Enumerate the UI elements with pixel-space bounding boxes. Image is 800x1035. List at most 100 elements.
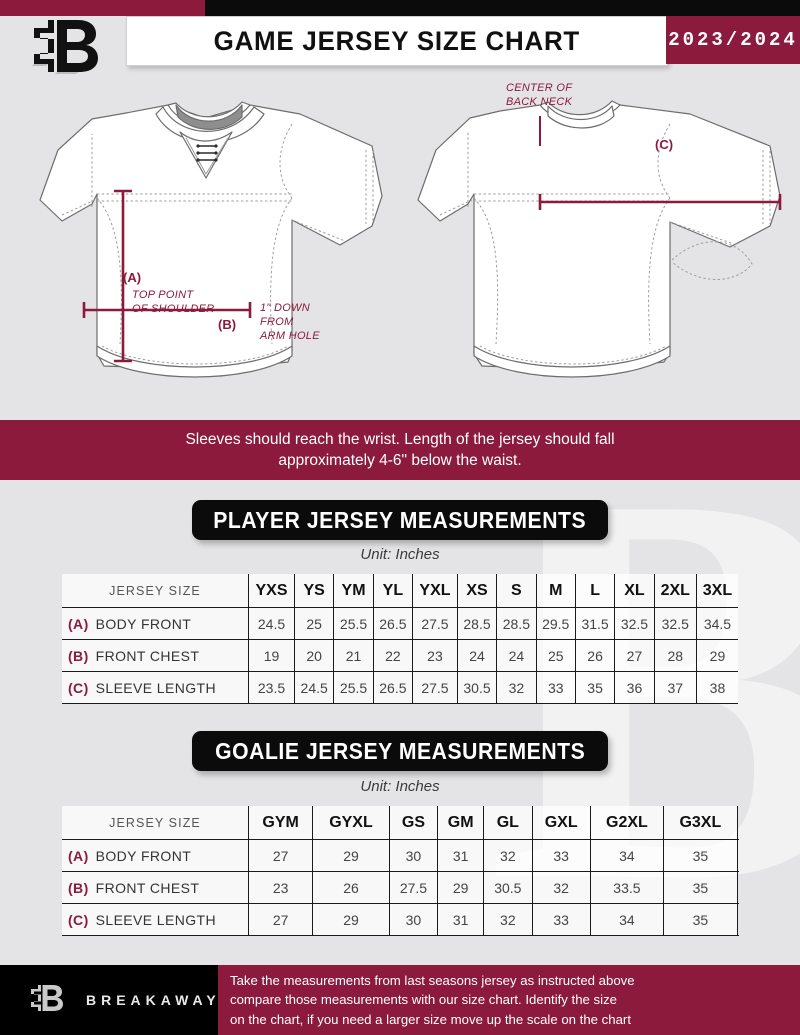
player-cell: 38 — [695, 671, 738, 704]
row-label-text: BODY FRONT — [95, 847, 192, 864]
player-cell: 32 — [496, 671, 537, 704]
player-size-header: 3XL — [695, 574, 738, 608]
table-row: (B) FRONT CHEST 19 20 21 22 23 24 24 25 2… — [62, 639, 738, 672]
goalie-cell: 33 — [531, 903, 591, 936]
player-cell: 25 — [293, 607, 335, 640]
jersey-diagram: (A) TOP POINT OF SHOULDER (B) 1" DOWN FR… — [0, 74, 800, 416]
measure-label-b: (B) — [218, 317, 237, 332]
table-row: (A) BODY FRONT 27 29 30 31 32 33 34 35 — [62, 839, 738, 872]
goalie-cell: 34 — [589, 839, 665, 872]
player-size-header: YXS — [248, 574, 295, 608]
goalie-cell: 31 — [437, 839, 485, 872]
page-footer: BREAKAWAY Take the measurements from las… — [0, 965, 800, 1035]
measure-line-c — [538, 194, 782, 210]
player-cell: 28.5 — [456, 607, 498, 640]
goalie-cell: 27 — [247, 903, 314, 936]
player-cell: 29.5 — [535, 607, 576, 640]
player-table: JERSEY SIZE YXS YS YM YL YXL XS S M L XL… — [62, 574, 738, 704]
player-cell: 21 — [333, 639, 374, 672]
player-cell: 29 — [695, 639, 738, 672]
player-size-header: YM — [333, 574, 374, 608]
player-unit-label: Unit: Inches — [360, 546, 440, 563]
goalie-section-pill: GOALIE JERSEY MEASUREMENTS — [192, 731, 608, 771]
goalie-row-label: (A) BODY FRONT — [62, 839, 249, 872]
goalie-cell: 32 — [483, 839, 533, 872]
player-cell: 19 — [248, 639, 295, 672]
row-mark: (C) — [68, 911, 89, 928]
jersey-diagram-svg — [39, 100, 782, 378]
player-cell: 26.5 — [372, 671, 414, 704]
measure-label-a: (A) — [123, 270, 142, 285]
goalie-cell: 35 — [663, 839, 738, 872]
player-cell: 28 — [653, 639, 697, 672]
player-cell: 25 — [535, 639, 576, 672]
goalie-cell: 33 — [531, 839, 591, 872]
row-label-text: SLEEVE LENGTH — [95, 911, 216, 928]
player-cell: 36 — [614, 671, 655, 704]
player-cell: 31.5 — [574, 607, 616, 640]
player-row-header-label: JERSEY SIZE — [62, 574, 249, 608]
measure-desc-c: CENTER OF BACK NECK — [506, 82, 573, 108]
footer-brand-name: BREAKAWAY — [86, 992, 221, 1008]
breakaway-b-logo-icon — [26, 975, 72, 1026]
player-cell: 24 — [456, 639, 498, 672]
player-size-header: XL — [614, 574, 655, 608]
row-label-text: FRONT CHEST — [95, 647, 200, 664]
top-accent-bar-black — [205, 0, 800, 16]
goalie-size-header: GS — [388, 806, 439, 840]
player-cell: 26 — [574, 639, 616, 672]
goalie-cell: 29 — [312, 903, 390, 936]
player-cell: 32.5 — [614, 607, 655, 640]
row-mark: (A) — [68, 847, 89, 864]
goalie-size-header: GL — [483, 806, 533, 840]
goalie-cell: 30 — [388, 903, 439, 936]
goalie-cell-empty — [736, 839, 738, 872]
player-cell: 37 — [653, 671, 697, 704]
goalie-size-header: GYM — [247, 806, 314, 840]
player-cell: 25.5 — [333, 607, 374, 640]
player-size-header: YL — [372, 574, 414, 608]
season-year-label: 2023/2024 — [668, 29, 798, 51]
table-row: (B) FRONT CHEST 23 26 27.5 29 30.5 32 33.… — [62, 871, 738, 904]
measure-line-a — [114, 189, 132, 363]
player-cell: 27.5 — [412, 607, 458, 640]
player-cell: 35 — [574, 671, 616, 704]
page-title-plate: GAME JERSEY SIZE CHART — [126, 16, 668, 66]
row-mark: (B) — [68, 879, 89, 896]
goalie-cell-empty — [736, 871, 738, 904]
goalie-section-title: GOALIE JERSEY MEASUREMENTS — [214, 737, 586, 764]
player-cell: 33 — [535, 671, 576, 704]
player-cell: 28.5 — [496, 607, 537, 640]
page-header: GAME JERSEY SIZE CHART 2023/2024 — [0, 16, 800, 74]
goalie-cell: 26 — [312, 871, 390, 904]
goalie-cell: 35 — [663, 871, 738, 904]
player-cell: 27 — [614, 639, 655, 672]
goalie-cell: 29 — [312, 839, 390, 872]
goalie-table-header-row: JERSEY SIZE GYM GYXL GS GM GL GXL G2XL G… — [62, 806, 738, 840]
goalie-size-header: GXL — [531, 806, 591, 840]
season-year-badge: 2023/2024 — [666, 16, 800, 64]
goalie-table-body: JERSEY SIZE GYM GYXL GS GM GL GXL G2XL G… — [62, 806, 738, 936]
player-cell: 32.5 — [653, 607, 697, 640]
player-size-header: XS — [456, 574, 498, 608]
top-accent-bar — [0, 0, 800, 16]
goalie-size-header: G3XL — [663, 806, 738, 840]
page-title: GAME JERSEY SIZE CHART — [213, 25, 581, 56]
row-mark: (B) — [68, 647, 89, 664]
goalie-cell: 31 — [437, 903, 485, 936]
footer-instructions-text: Take the measurements from last seasons … — [230, 973, 635, 1027]
goalie-cell: 32 — [531, 871, 591, 904]
player-table-body: JERSEY SIZE YXS YS YM YL YXL XS S M L XL… — [62, 574, 738, 704]
player-cell: 26.5 — [372, 607, 414, 640]
goalie-cell: 34 — [589, 903, 665, 936]
footer-brand-block: BREAKAWAY — [0, 965, 218, 1035]
player-row-label: (C) SLEEVE LENGTH — [62, 671, 249, 704]
goalie-table: JERSEY SIZE GYM GYXL GS GM GL GXL G2XL G… — [62, 806, 738, 936]
measure-desc-b: 1" DOWN FROM ARM HOLE — [260, 302, 320, 342]
row-label-text: SLEEVE LENGTH — [95, 679, 216, 696]
row-mark: (C) — [68, 679, 89, 696]
player-size-header: 2XL — [653, 574, 697, 608]
breakaway-b-logo-icon — [22, 18, 118, 74]
player-cell: 30.5 — [456, 671, 498, 704]
player-section-title: PLAYER JERSEY MEASUREMENTS — [213, 506, 587, 533]
